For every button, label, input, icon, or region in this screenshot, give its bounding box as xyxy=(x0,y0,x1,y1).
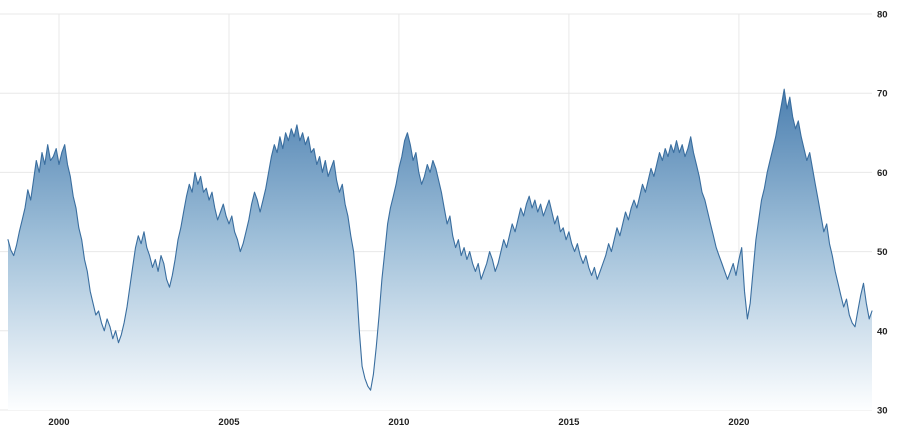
x-tick-label: 2020 xyxy=(728,417,749,428)
x-axis-labels: 2000 2005 2010 2015 2020 xyxy=(48,417,749,428)
y-tick-label: 70 xyxy=(877,89,888,100)
area-fill xyxy=(8,89,872,410)
y-axis-labels: 30 40 50 60 70 80 xyxy=(877,10,888,417)
x-tick-label: 2005 xyxy=(218,417,240,428)
x-tick-label: 2015 xyxy=(558,417,580,428)
y-tick-label: 60 xyxy=(877,168,888,179)
y-tick-label: 50 xyxy=(877,247,888,258)
series-line xyxy=(7,88,873,391)
y-tick-label: 30 xyxy=(877,406,888,417)
y-tick-label: 40 xyxy=(877,326,888,337)
x-tick-label: 2010 xyxy=(388,417,409,428)
x-tick-label: 2000 xyxy=(48,417,69,428)
y-tick-label: 80 xyxy=(877,10,888,21)
